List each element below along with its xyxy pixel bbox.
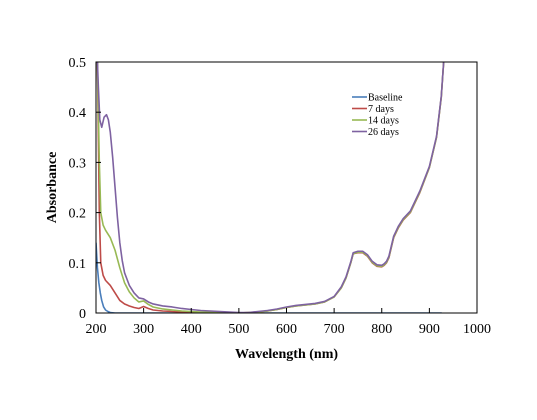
x-tick-label: 200: [86, 322, 107, 337]
y-tick-label: 0.5: [69, 56, 87, 71]
legend-label: Baseline: [368, 93, 403, 104]
y-tick-label: 0.4: [69, 106, 87, 121]
x-tick-label: 400: [181, 322, 202, 337]
series-line-baseline: [96, 242, 442, 313]
series-layer: [96, 62, 445, 313]
y-axis-title: Absorbance: [45, 152, 60, 224]
y-axis-ticks: 0 0.1 0.2 0.3 0.4 0.5: [69, 56, 101, 322]
legend-label: 7 days: [368, 104, 394, 115]
legend-label: 26 days: [368, 127, 399, 138]
y-tick-label: 0.3: [69, 156, 87, 171]
x-tick-label: 300: [133, 322, 154, 337]
y-tick-label: 0.2: [69, 207, 87, 222]
x-tick-label: 600: [276, 322, 297, 337]
x-axis-title: Wavelength (nm): [235, 347, 338, 362]
y-tick-label: 0: [79, 307, 86, 322]
x-axis-ticks: 200 300 400 500 600 700 800 900 1000: [86, 308, 491, 337]
x-tick-label: 700: [324, 322, 345, 337]
x-tick-label: 900: [419, 322, 440, 337]
x-tick-label: 500: [228, 322, 249, 337]
x-tick-label: 800: [371, 322, 392, 337]
plot-frame: [95, 61, 478, 314]
legend-label: 14 days: [368, 116, 399, 127]
y-tick-label: 0.1: [69, 257, 87, 272]
x-tick-label: 1000: [463, 322, 491, 337]
series-line-26-days: [96, 62, 445, 313]
